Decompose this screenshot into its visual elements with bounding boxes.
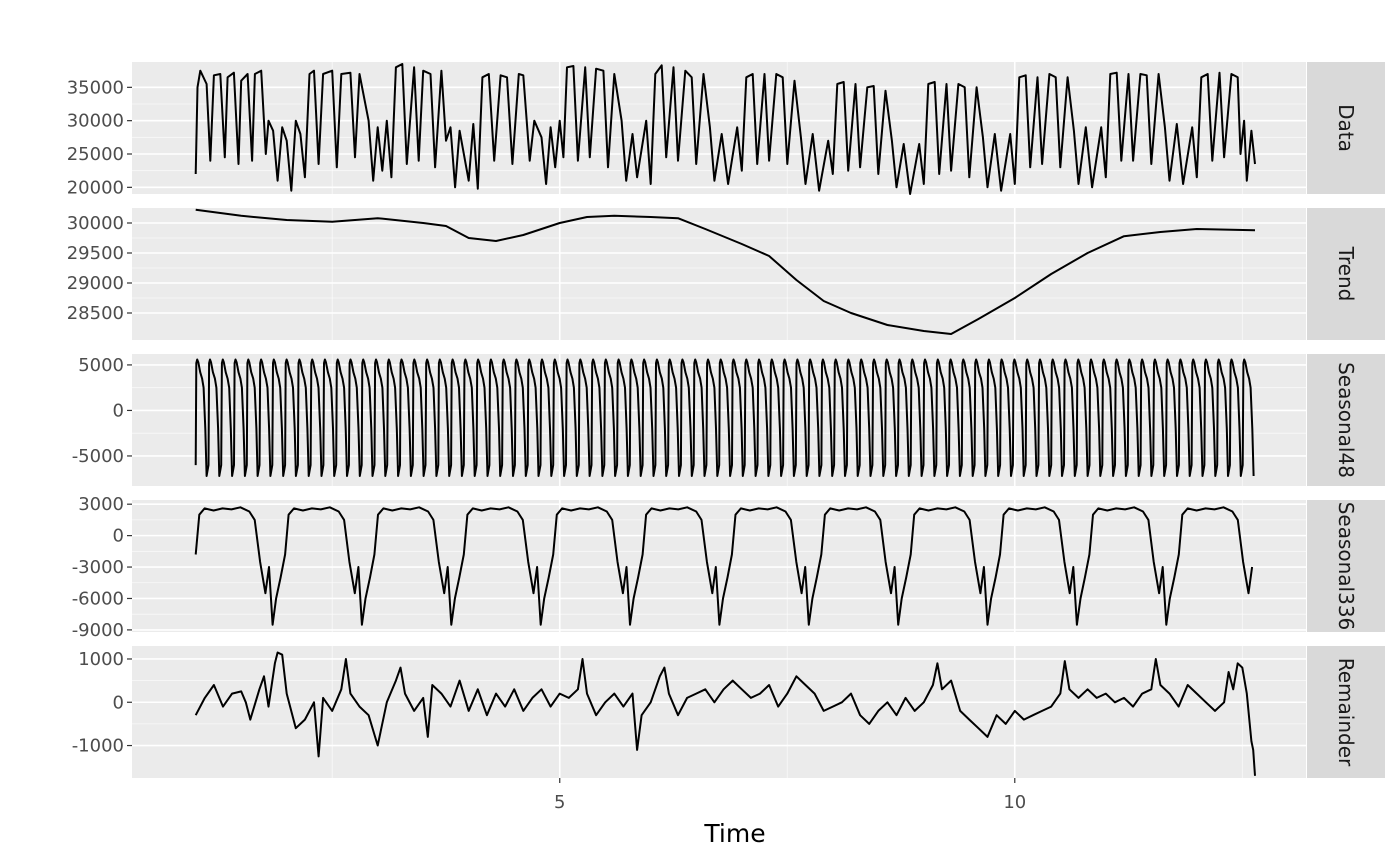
y-tick-label: 1000	[78, 649, 124, 670]
facet-data: 20000 25000 30000 35000 Data	[67, 62, 1385, 198]
facet-strip	[1307, 62, 1385, 194]
y-tick-label: -9000	[72, 620, 124, 641]
y-tick-label: 29000	[67, 273, 124, 294]
y-tick-label: 5000	[78, 355, 124, 376]
x-tick-label: 10	[1003, 792, 1026, 813]
y-tick-label: 0	[113, 526, 124, 547]
series-line-remainder	[194, 651, 1256, 776]
y-tick-label: -1000	[72, 736, 124, 757]
facet-strip-label: Data	[1334, 104, 1358, 152]
y-tick-label: -5000	[72, 446, 124, 467]
panel-background	[132, 646, 1306, 778]
y-tick-label: 3000	[78, 494, 124, 515]
facet-seasonal336: -9000 -6000 -3000 0 3000 Seasonal336	[72, 494, 1385, 641]
y-tick-label: 0	[113, 400, 124, 421]
panel-background	[132, 208, 1306, 340]
series-line-seasonal48	[194, 358, 1255, 477]
y-tick-label: -6000	[72, 588, 124, 609]
facet-strip-label: Seasonal336	[1334, 502, 1358, 631]
facet-strip	[1307, 354, 1385, 486]
series-line-seasonal336	[194, 506, 1254, 626]
facet-strip	[1307, 208, 1385, 340]
facet-strip	[1307, 500, 1385, 632]
facet-strip-label: Trend	[1334, 246, 1358, 302]
y-tick-label: 25000	[67, 144, 124, 165]
y-tick-label: 30000	[67, 111, 124, 132]
x-axis-title: Time	[703, 819, 765, 848]
y-tick-label: 29500	[67, 243, 124, 264]
y-tick-label: 30000	[67, 213, 124, 234]
y-tick-label: 35000	[67, 77, 124, 98]
series-line-data	[194, 63, 1256, 195]
facet-remainder: -1000 0 1000 Remainder	[72, 646, 1385, 778]
y-tick-label: 28500	[67, 303, 124, 324]
y-tick-label: 0	[113, 692, 124, 713]
x-tick-label: 5	[554, 792, 565, 813]
y-tick-label: -3000	[72, 557, 124, 578]
facet-strip-label: Remainder	[1334, 658, 1358, 767]
y-tick-label: 20000	[67, 177, 124, 198]
series-line-trend	[195, 208, 1256, 335]
facet-strip	[1307, 646, 1385, 778]
facet-strip-label: Seasonal48	[1334, 362, 1358, 478]
facet-trend: 28500 29000 29500 30000 Trend	[67, 208, 1385, 340]
facet-seasonal48: -5000 0 5000 Seasonal48	[72, 354, 1385, 486]
